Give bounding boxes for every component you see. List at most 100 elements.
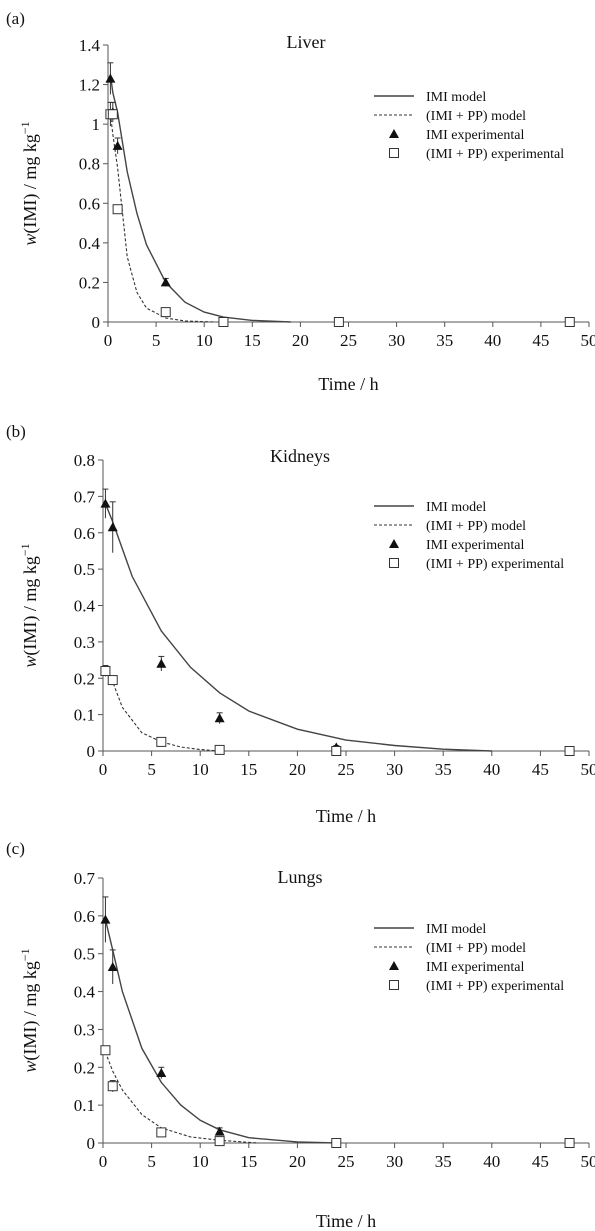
y-tick-label: 0.7 <box>74 487 96 506</box>
legend-label: IMI model <box>426 90 486 105</box>
imi-model-curve <box>104 503 492 752</box>
imi-pp-experimental-point <box>107 675 118 686</box>
y-tick-label: 0.7 <box>74 869 96 888</box>
x-axis-title: Time / h <box>316 1211 376 1231</box>
imi-pp-experimental-point <box>160 307 171 318</box>
imi-experimental-point <box>156 658 167 668</box>
y-tick-label: 0 <box>87 1134 96 1153</box>
chart-panel-3: (c) Lungs 0 0.1 0.2 0.3 0.4 0.5 0.6 0.7 0 5 10 15 20 25… <box>6 839 595 1231</box>
imi-pp-experimental-point <box>331 746 342 756</box>
x-tick-label: 20 <box>289 760 306 779</box>
legend-label: IMI model <box>426 922 486 937</box>
y-tick-label: 0.6 <box>74 907 95 926</box>
legend-swatch-imi-pp-experimental <box>389 558 399 568</box>
imi-pp-experimental-point <box>107 109 118 120</box>
chart-title: Lungs <box>278 867 323 887</box>
imi-experimental-point <box>100 914 111 924</box>
legend-swatch-imi-pp-experimental <box>389 980 399 990</box>
imi-experimental-point <box>107 522 118 532</box>
x-tick-label: 45 <box>532 1152 549 1171</box>
x-tick-label: 0 <box>99 1152 108 1171</box>
y-axis-title-italic: w <box>20 1061 40 1073</box>
x-tick-label: 15 <box>240 760 257 779</box>
y-axis-title-rest: (IMI) / mg kg <box>20 961 41 1060</box>
x-tick-label: 10 <box>196 331 213 350</box>
x-tick-label: 45 <box>532 760 549 779</box>
x-tick-label: 50 <box>581 760 595 779</box>
y-axis-title-superscript: −1 <box>18 948 32 961</box>
imi-pp-experimental-point <box>214 1136 225 1147</box>
x-tick-label: 25 <box>338 760 355 779</box>
y-tick-label: 0 <box>87 742 96 761</box>
y-axis-title-rest: (IMI) / mg kg <box>20 556 41 655</box>
imi-pp-experimental-point <box>100 665 111 676</box>
y-tick-label: 1.2 <box>79 76 100 95</box>
imi-model-curve <box>104 919 337 1144</box>
x-tick-label: 30 <box>386 760 403 779</box>
panel-label: (b) <box>6 422 26 441</box>
legend-swatch-imi-experimental <box>389 129 399 138</box>
x-tick-label: 40 <box>483 760 500 779</box>
x-tick-label: 5 <box>147 1152 156 1171</box>
y-axis-title: w(IMI) / mg kg−1 <box>18 948 41 1072</box>
imi-pp-experimental-point <box>564 746 575 756</box>
imi-pp-experimental-point <box>564 1138 575 1148</box>
imi-pp-experimental-point <box>333 317 344 327</box>
chart-panel-2: (b) Kidneys 0 0.1 0.2 0.3 0.4 0.5 0.6 0.7 0.8 0 5 10 1… <box>6 422 595 826</box>
y-axis-title-italic: w <box>20 234 40 246</box>
legend-label: (IMI + PP) experimental <box>426 979 564 994</box>
y-tick-label: 0.6 <box>74 524 95 543</box>
imi-model-curve <box>109 74 291 323</box>
legend-swatch-imi-pp-experimental <box>389 148 399 158</box>
legend-label: IMI experimental <box>426 538 524 553</box>
imi-experimental-point <box>214 713 225 723</box>
x-tick-label: 5 <box>147 760 156 779</box>
x-tick-label: 50 <box>581 331 595 350</box>
imi-pp-model-curve <box>109 114 214 323</box>
imi-pp-experimental-point <box>214 744 225 755</box>
legend-label: IMI experimental <box>426 960 524 975</box>
y-tick-label: 0.2 <box>74 669 95 688</box>
y-tick-label: 1 <box>92 115 101 134</box>
y-tick-label: 0.2 <box>79 273 100 292</box>
legend-label: (IMI + PP) experimental <box>426 147 564 162</box>
y-tick-label: 0.8 <box>79 155 100 174</box>
y-tick-label: 0.2 <box>74 1058 95 1077</box>
y-axis-title-rest: (IMI) / mg kg <box>20 134 41 233</box>
y-axis-title-italic: w <box>20 656 40 668</box>
x-tick-label: 25 <box>338 1152 355 1171</box>
legend: IMI model (IMI + PP) model IMI experimenta… <box>374 922 564 994</box>
panel-label: (a) <box>6 9 25 28</box>
x-tick-label: 0 <box>99 760 108 779</box>
y-tick-label: 0.4 <box>74 597 96 616</box>
x-tick-label: 5 <box>152 331 161 350</box>
legend-swatch-imi-experimental <box>389 539 399 548</box>
imi-experimental-point <box>107 961 118 971</box>
x-tick-label: 40 <box>483 1152 500 1171</box>
imi-pp-model-curve <box>104 670 220 752</box>
x-tick-label: 0 <box>104 331 113 350</box>
x-tick-label: 15 <box>240 1152 257 1171</box>
legend: IMI model (IMI + PP) model IMI experimenta… <box>374 500 564 572</box>
x-axis-title: Time / h <box>316 806 376 826</box>
legend: IMI model (IMI + PP) model IMI experimenta… <box>374 90 564 162</box>
y-axis-title: w(IMI) / mg kg−1 <box>18 121 41 245</box>
x-tick-label: 30 <box>388 331 405 350</box>
legend-label: IMI model <box>426 500 486 515</box>
y-axis-title-superscript: −1 <box>18 543 32 556</box>
y-tick-label: 0.5 <box>74 560 95 579</box>
imi-pp-experimental-point <box>156 1127 167 1138</box>
imi-experimental-point <box>214 1126 225 1136</box>
legend-label: (IMI + PP) experimental <box>426 557 564 572</box>
imi-experimental-point <box>160 277 171 287</box>
legend-label: (IMI + PP) model <box>426 941 526 956</box>
legend-label: (IMI + PP) model <box>426 519 526 534</box>
chart-title: Kidneys <box>270 446 330 466</box>
x-tick-label: 10 <box>192 1152 209 1171</box>
x-tick-label: 10 <box>192 760 209 779</box>
legend-label: IMI experimental <box>426 128 524 143</box>
imi-pp-experimental-point <box>100 1045 111 1056</box>
imi-pp-model-curve <box>104 1051 259 1144</box>
y-tick-label: 0.3 <box>74 633 95 652</box>
